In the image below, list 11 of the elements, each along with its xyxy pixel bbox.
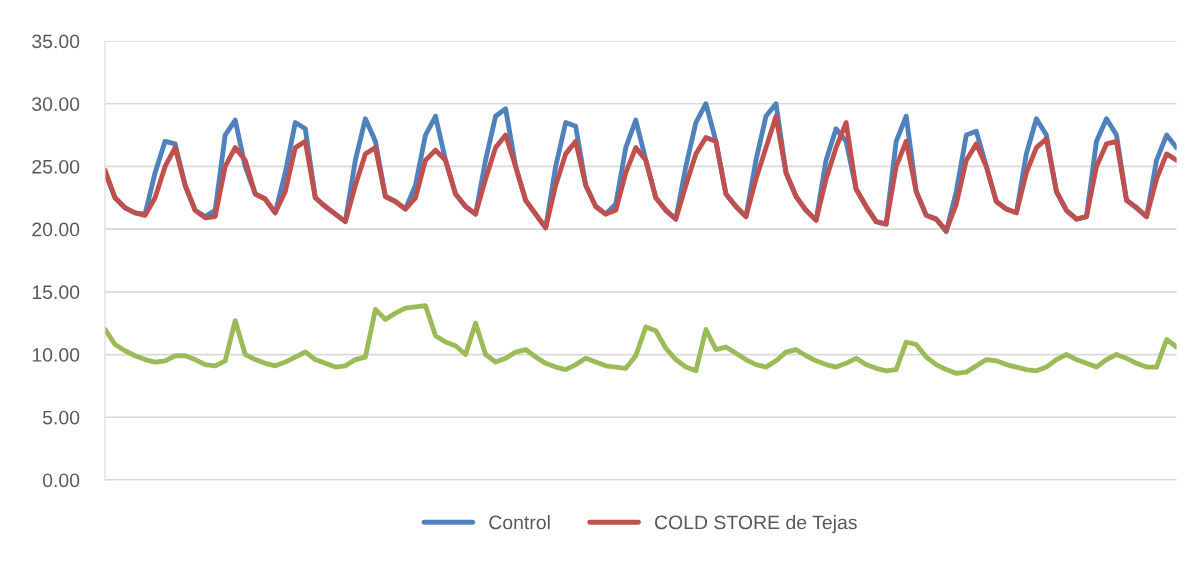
y-tick-label: 0.00 — [42, 473, 80, 488]
y-tick-label: 10.00 — [32, 348, 80, 362]
line-series — [105, 303, 1177, 376]
y-tick-label: 15.00 — [32, 285, 80, 300]
y-tick-label: 25.00 — [32, 159, 80, 174]
y-tick-label: 30.00 — [32, 97, 80, 111]
legend-label: Control — [489, 515, 550, 530]
y-tick-label: 5.00 — [42, 410, 80, 425]
y-tick-label: 35.00 — [32, 34, 80, 49]
y-tick-label: 20.00 — [32, 222, 80, 237]
legend-label: COLD STORE de Tejas — [654, 515, 857, 534]
